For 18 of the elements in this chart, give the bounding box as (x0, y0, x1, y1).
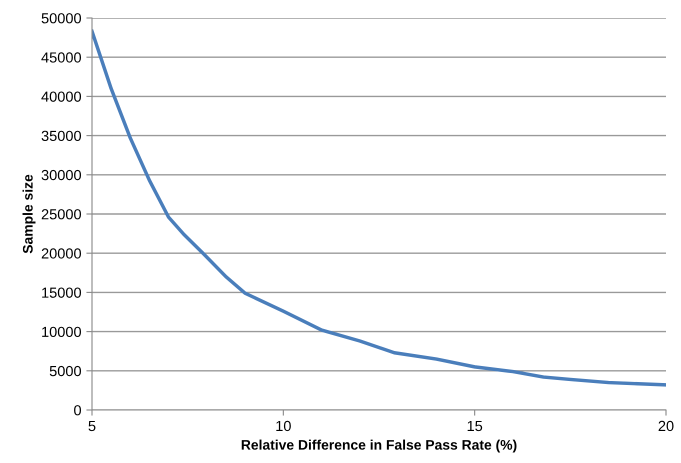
y-tick-label: 10000 (42, 326, 82, 338)
y-tick-label: 40000 (41, 92, 82, 102)
y-tick-label: 25000 (42, 209, 82, 220)
x-axis-title: Relative Difference in False Pass Rate (%) (242, 440, 516, 453)
y-tick-label: 50000 (42, 13, 82, 24)
y-tick-label: 20000 (42, 248, 82, 259)
x-tick-label: 10 (276, 420, 291, 432)
y-axis-title: Sample size (22, 174, 36, 254)
y-tick-label: 30000 (42, 170, 82, 180)
x-tick-label: 20 (658, 420, 674, 432)
y-tick-label: 15000 (42, 288, 82, 298)
line-series (92, 30, 666, 387)
x-tick-label: 5 (88, 420, 96, 432)
y-tick-label: 35000 (42, 130, 82, 142)
y-tick-label: 5000 (50, 366, 82, 376)
y-tick-label: 45000 (41, 52, 82, 63)
y-tick-label: 0 (74, 405, 82, 416)
x-tick-label: 15 (468, 420, 482, 432)
